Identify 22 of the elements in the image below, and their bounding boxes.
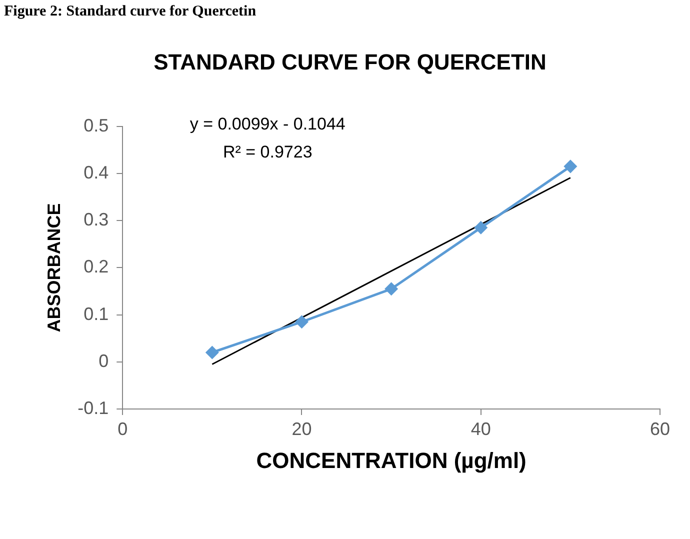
annotation: R² = 0.9723 — [222, 142, 312, 162]
y-tick-label: 0.3 — [84, 210, 109, 230]
x-tick-label: 0 — [118, 418, 128, 439]
y-tick-label: 0.1 — [84, 304, 109, 324]
x-tick-label: 20 — [292, 418, 312, 439]
point — [564, 160, 577, 173]
point — [295, 316, 308, 328]
chart-title: STANDARD CURVE FOR QUERCETIN — [154, 49, 546, 74]
x-tick-label: 60 — [650, 418, 670, 439]
caption: Figure 2: Standard curve for Quercetin — [4, 3, 257, 20]
x-axis-title: CONCENTRATION (µg/ml) — [256, 448, 526, 473]
point — [206, 346, 218, 359]
y-tick-label: 0.5 — [84, 115, 109, 136]
annotation: y = 0.0099x - 0.1044 — [190, 114, 346, 134]
y-tick-label: 0.4 — [84, 162, 109, 182]
y-axis-title: ABSORBANCE — [44, 203, 64, 332]
y-tick-label: 0.2 — [84, 256, 109, 277]
point — [385, 282, 398, 296]
y-tick-label: -0.1 — [78, 398, 109, 418]
y-tick-label: 0 — [98, 350, 109, 371]
x-tick-label: 40 — [470, 418, 491, 439]
point — [474, 221, 488, 234]
